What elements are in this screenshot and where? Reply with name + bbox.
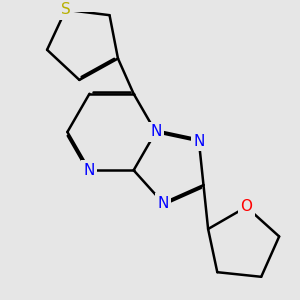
Text: O: O (240, 200, 252, 214)
Text: N: N (158, 196, 169, 211)
Text: N: N (84, 163, 95, 178)
Text: S: S (61, 2, 70, 17)
Text: N: N (150, 124, 161, 140)
Text: N: N (193, 134, 205, 149)
